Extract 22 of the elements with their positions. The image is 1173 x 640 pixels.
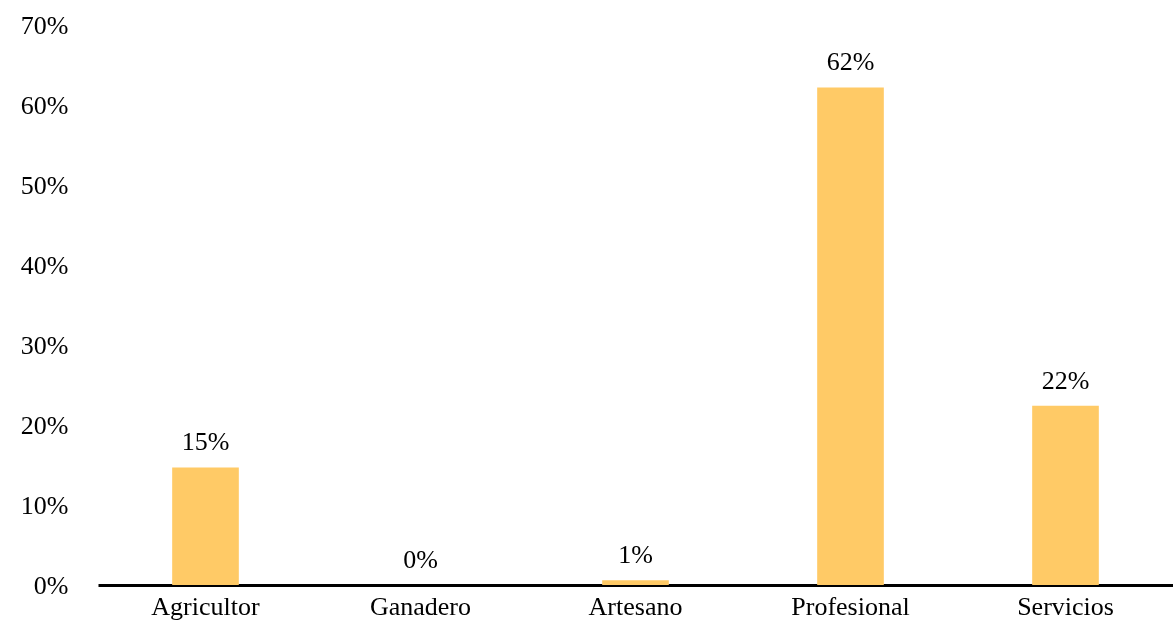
x-tick-label: Ganadero — [369, 591, 472, 621]
bar — [602, 580, 669, 585]
data-label: 22% — [1041, 365, 1090, 395]
bar — [1032, 405, 1099, 585]
y-tick-label: 70% — [20, 10, 69, 40]
y-tick-label: 40% — [20, 250, 69, 280]
x-tick-label: Profesional — [791, 591, 910, 621]
y-tick-label: 0% — [33, 570, 69, 600]
x-tick-label: Agricultor — [151, 591, 260, 621]
y-tick-label: 30% — [20, 330, 69, 360]
y-tick-label: 50% — [20, 170, 69, 200]
x-tick-label: Servicios — [1017, 591, 1114, 621]
x-tick-label: Artesano — [588, 591, 683, 621]
data-label: 15% — [181, 427, 230, 457]
bar — [817, 87, 884, 585]
data-label: 62% — [826, 47, 875, 77]
data-label: 0% — [403, 545, 438, 574]
bar — [172, 467, 239, 585]
y-tick-label: 20% — [20, 410, 69, 440]
data-label: 1% — [618, 540, 653, 570]
y-tick-label: 10% — [20, 490, 69, 520]
y-tick-label: 60% — [20, 90, 69, 120]
